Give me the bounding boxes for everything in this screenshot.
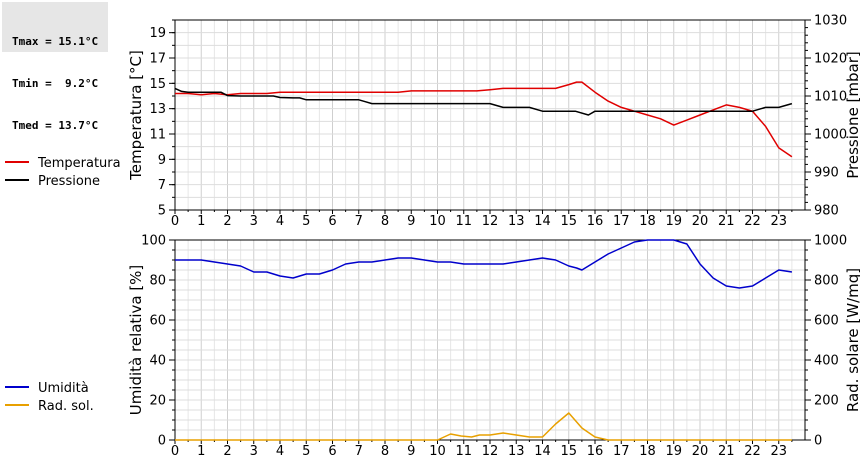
x-tick-label: 7 (355, 214, 363, 229)
legend-label-temperatura: Temperatura (37, 156, 121, 171)
chart-panel-1: 0 1 2 3 4 5 6 7 8 9 10 11 12 13 14 15 16 17 18 19 20 21 22 2357… (5, 14, 860, 229)
x-tick-label: 4 (276, 444, 284, 459)
x-tick-label: 15 (560, 214, 577, 229)
x-tick-label: 11 (455, 214, 472, 229)
y2-tick-label: 1020 (814, 52, 847, 67)
x-tick-label: 2 (223, 444, 231, 459)
x-tick-label: 7 (355, 444, 363, 459)
y2-tick-label: 1000 (814, 128, 847, 143)
y-tick-label: 17 (149, 52, 166, 67)
series-line-pressione (174, 87, 793, 116)
x-tick-label: 0 (171, 444, 179, 459)
x-tick-label: 5 (302, 214, 310, 229)
x-tick-label: 12 (482, 444, 499, 459)
y-tick-label: 11 (149, 128, 166, 143)
y-axis-label: Umidità relativa [%] (127, 265, 145, 416)
y-tick-label: 100 (141, 234, 166, 249)
y2-axis-label: Pressione [mbar] (844, 51, 860, 179)
series-line-umidit (175, 239, 793, 289)
x-tick-label: 18 (639, 444, 656, 459)
legend-label-umidit: Umidità (38, 381, 89, 396)
y2-tick-label: 0 (814, 434, 822, 449)
stats-tmed: Tmed = 13.7°C (12, 119, 99, 132)
x-tick-label: 6 (328, 214, 336, 229)
stats-box: Tmax = 15.1°C Tmin = 9.2°C Tmed = 13.7°C (2, 2, 108, 132)
x-tick-label: 14 (534, 444, 551, 459)
x-tick-label: 18 (639, 214, 656, 229)
x-tick-label: 16 (587, 214, 604, 229)
x-tick-label: 2 (223, 214, 231, 229)
stats-tmax: Tmax = 15.1°C (12, 35, 99, 48)
x-tick-label: 1 (197, 214, 205, 229)
x-tick-label: 8 (381, 214, 389, 229)
legend-label-pressione: Pressione (38, 174, 100, 189)
x-tick-label: 15 (560, 444, 577, 459)
legend-label-rad-sol: Rad. sol. (38, 399, 94, 414)
x-tick-label: 22 (744, 444, 761, 459)
y2-tick-label: 200 (814, 394, 839, 409)
x-tick-label: 19 (665, 214, 682, 229)
chart-panel-2: 0 1 2 3 4 5 6 7 8 9 10 11 12 13 14 15 16 17 18 19 20 21 22 2302… (5, 234, 860, 459)
x-tick-label: 16 (587, 444, 604, 459)
y2-tick-label: 1030 (814, 14, 847, 29)
x-tick-label: 19 (665, 444, 682, 459)
x-tick-label: 8 (381, 444, 389, 459)
y-tick-label: 20 (149, 394, 166, 409)
y-tick-label: 9 (158, 153, 166, 168)
x-tick-label: 23 (770, 214, 787, 229)
y2-tick-label: 1010 (814, 90, 847, 105)
y-tick-label: 80 (149, 274, 166, 289)
y2-tick-label: 800 (814, 274, 839, 289)
x-tick-label: 22 (744, 214, 761, 229)
x-tick-label: 10 (429, 444, 446, 459)
y2-tick-label: 1000 (814, 234, 847, 249)
x-tick-label: 17 (613, 214, 630, 229)
x-tick-label: 0 (171, 214, 179, 229)
x-tick-label: 4 (276, 214, 284, 229)
y-tick-label: 7 (158, 178, 166, 193)
x-tick-label: 3 (250, 444, 258, 459)
x-tick-label: 6 (328, 444, 336, 459)
y2-tick-label: 990 (814, 166, 839, 181)
y-tick-label: 60 (149, 314, 166, 329)
series-line-rad-sol (175, 412, 792, 441)
x-tick-label: 21 (718, 444, 735, 459)
y2-tick-label: 980 (814, 204, 839, 219)
y-tick-label: 15 (149, 77, 166, 92)
x-tick-label: 17 (613, 444, 630, 459)
y-tick-label: 5 (158, 204, 166, 219)
x-tick-label: 10 (429, 214, 446, 229)
y-tick-label: 13 (149, 102, 166, 117)
y-tick-label: 40 (149, 354, 166, 369)
x-tick-label: 13 (508, 444, 525, 459)
x-tick-label: 20 (692, 214, 709, 229)
x-tick-label: 23 (770, 444, 787, 459)
x-tick-label: 11 (455, 444, 472, 459)
y2-axis-label: Rad. solare [W/mq] (844, 268, 860, 412)
x-tick-label: 13 (508, 214, 525, 229)
x-tick-label: 3 (250, 214, 258, 229)
x-tick-label: 14 (534, 214, 551, 229)
y-tick-label: 0 (158, 434, 166, 449)
y-tick-label: 19 (149, 26, 166, 41)
x-tick-label: 5 (302, 444, 310, 459)
x-tick-label: 12 (482, 214, 499, 229)
y-axis-label: Temperatura [°C] (127, 50, 145, 181)
x-tick-label: 21 (718, 214, 735, 229)
stats-tmin: Tmin = 9.2°C (12, 77, 99, 90)
y2-tick-label: 600 (814, 314, 839, 329)
x-tick-label: 9 (407, 444, 415, 459)
x-tick-label: 1 (197, 444, 205, 459)
x-tick-label: 9 (407, 214, 415, 229)
x-tick-label: 20 (692, 444, 709, 459)
y2-tick-label: 400 (814, 354, 839, 369)
series-line-temperatura (175, 81, 793, 158)
